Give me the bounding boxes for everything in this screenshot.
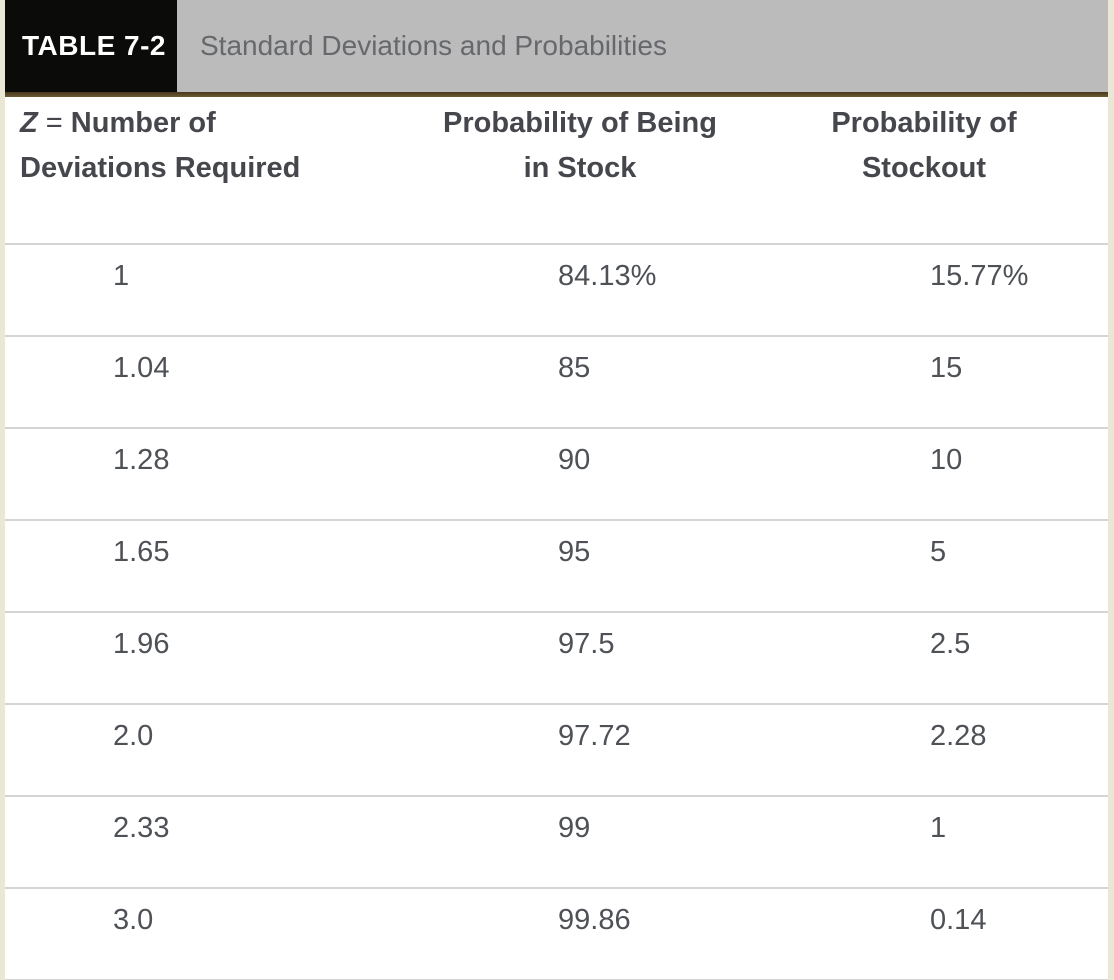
- stockout-cell: 0.14: [740, 887, 1108, 980]
- in-stock-cell: 99.86: [420, 887, 740, 980]
- column-header-z-line1: Z = Number of: [20, 101, 419, 146]
- header-row: Z = Number of Deviations Required Probab…: [5, 97, 1108, 244]
- column-header-stockout: Probability of Stockout: [740, 97, 1108, 244]
- stockout-cell: 5: [740, 519, 1108, 612]
- equals-sign: =: [37, 107, 71, 139]
- z-cell: 1.96: [5, 611, 420, 704]
- table-row: 1.04 85 15: [5, 335, 1108, 428]
- stockout-cell: 2.5: [740, 611, 1108, 704]
- table-figure-inner: TABLE 7-2 Standard Deviations and Probab…: [5, 0, 1108, 980]
- in-stock-cell: 85: [420, 335, 740, 428]
- figure-header-bar: TABLE 7-2 Standard Deviations and Probab…: [5, 0, 1108, 92]
- in-stock-cell: 95: [420, 519, 740, 612]
- in-stock-cell: 90: [420, 427, 740, 520]
- table-number-badge: TABLE 7-2: [5, 0, 177, 92]
- table-row: 3.0 99.86 0.14: [5, 887, 1108, 980]
- table-header: Z = Number of Deviations Required Probab…: [5, 97, 1108, 244]
- z-cell: 3.0: [5, 887, 420, 980]
- column-header-in-stock-line2: in Stock: [523, 152, 637, 184]
- table-row: 1 84.13% 15.77%: [5, 243, 1108, 336]
- stockout-cell: 1: [740, 795, 1108, 888]
- z-cell: 1.04: [5, 335, 420, 428]
- stockout-cell: 15.77%: [740, 243, 1108, 336]
- header-accent-rule: [5, 92, 1108, 97]
- table-body: 1 84.13% 15.77% 1.04 85 15 1.28 90 10 1.…: [5, 243, 1108, 980]
- z-cell: 1: [5, 243, 420, 336]
- table-row: 2.33 99 1: [5, 795, 1108, 888]
- column-header-stockout-line1: Probability of: [831, 107, 1017, 139]
- stockout-cell: 2.28: [740, 703, 1108, 796]
- in-stock-cell: 97.5: [420, 611, 740, 704]
- in-stock-cell: 99: [420, 795, 740, 888]
- table-row: 1.65 95 5: [5, 519, 1108, 612]
- table-row: 1.28 90 10: [5, 427, 1108, 520]
- z-cell: 1.65: [5, 519, 420, 612]
- table-row: 2.0 97.72 2.28: [5, 703, 1108, 796]
- z-symbol: Z: [20, 107, 38, 139]
- in-stock-cell: 97.72: [420, 703, 740, 796]
- table-title: Standard Deviations and Probabilities: [200, 30, 667, 61]
- column-header-z: Z = Number of Deviations Required: [5, 97, 420, 244]
- z-cell: 1.28: [5, 427, 420, 520]
- table-number-label: TABLE 7-2: [22, 30, 166, 61]
- column-header-stockout-line2: Stockout: [861, 152, 987, 184]
- column-header-z-line2: Deviations Required: [20, 152, 301, 184]
- column-header-in-stock-line1: Probability of Being: [443, 107, 717, 139]
- in-stock-cell: 84.13%: [420, 243, 740, 336]
- z-label-rest: Number of: [70, 107, 216, 139]
- z-cell: 2.0: [5, 703, 420, 796]
- z-cell: 2.33: [5, 795, 420, 888]
- probabilities-table: Z = Number of Deviations Required Probab…: [5, 97, 1108, 980]
- table-row: 1.96 97.5 2.5: [5, 611, 1108, 704]
- column-header-in-stock: Probability of Being in Stock: [420, 97, 740, 244]
- stockout-cell: 10: [740, 427, 1108, 520]
- table-title-bar: Standard Deviations and Probabilities: [177, 0, 1108, 92]
- stockout-cell: 15: [740, 335, 1108, 428]
